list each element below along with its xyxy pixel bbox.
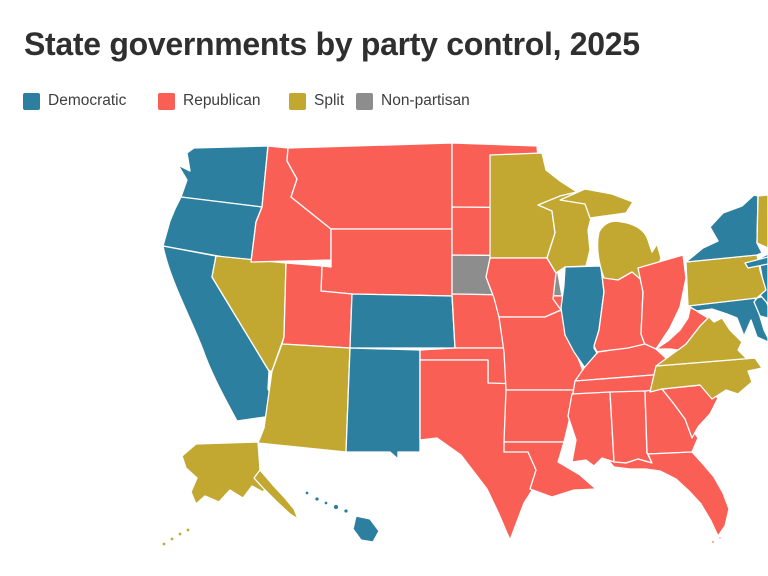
legend-swatch-non_partisan <box>356 92 373 110</box>
chart-title: State governments by party control, 2025 <box>24 26 640 62</box>
state-hi-island <box>304 490 310 496</box>
legend-label: Democratic <box>48 92 127 109</box>
state-oh <box>637 254 687 350</box>
state-nm <box>345 347 421 460</box>
state-fl-island <box>710 539 716 545</box>
state-co <box>349 293 456 349</box>
state-ak-island <box>185 527 191 533</box>
state-wy <box>320 228 453 297</box>
state-ak <box>181 441 271 505</box>
state-hi-island <box>323 500 329 506</box>
legend-swatch-republican <box>158 92 175 110</box>
state-vt <box>756 194 768 249</box>
state-hi-island <box>343 508 349 514</box>
state-nc <box>649 357 763 400</box>
state-fl <box>607 451 730 537</box>
state-ny <box>685 194 763 263</box>
state-ak-island <box>161 541 167 547</box>
state-hi <box>352 515 380 543</box>
legend-item-republican: Republican <box>158 92 261 110</box>
state-hi-island <box>314 496 320 502</box>
state-ak-island <box>177 531 183 537</box>
state-ak <box>253 469 299 520</box>
legend-item-split: Split <box>289 92 344 110</box>
legend-swatch-democratic <box>23 92 40 110</box>
legend-swatch-split <box>289 92 306 110</box>
legend-item-non_partisan: Non-partisan <box>356 92 470 110</box>
legend-item-democratic: Democratic <box>23 92 126 110</box>
state-hi-island <box>332 503 340 511</box>
state-fl-island <box>718 536 722 540</box>
state-ny <box>744 256 768 269</box>
state-ms <box>567 391 615 467</box>
state-mi <box>559 188 634 219</box>
state-ak-island <box>169 536 175 542</box>
state-la <box>503 441 597 498</box>
state-ia <box>485 257 562 318</box>
state-ar <box>503 389 578 443</box>
legend-label: Split <box>314 92 345 109</box>
legend-label: Non-partisan <box>381 92 470 109</box>
legend-label: Republican <box>183 92 261 109</box>
